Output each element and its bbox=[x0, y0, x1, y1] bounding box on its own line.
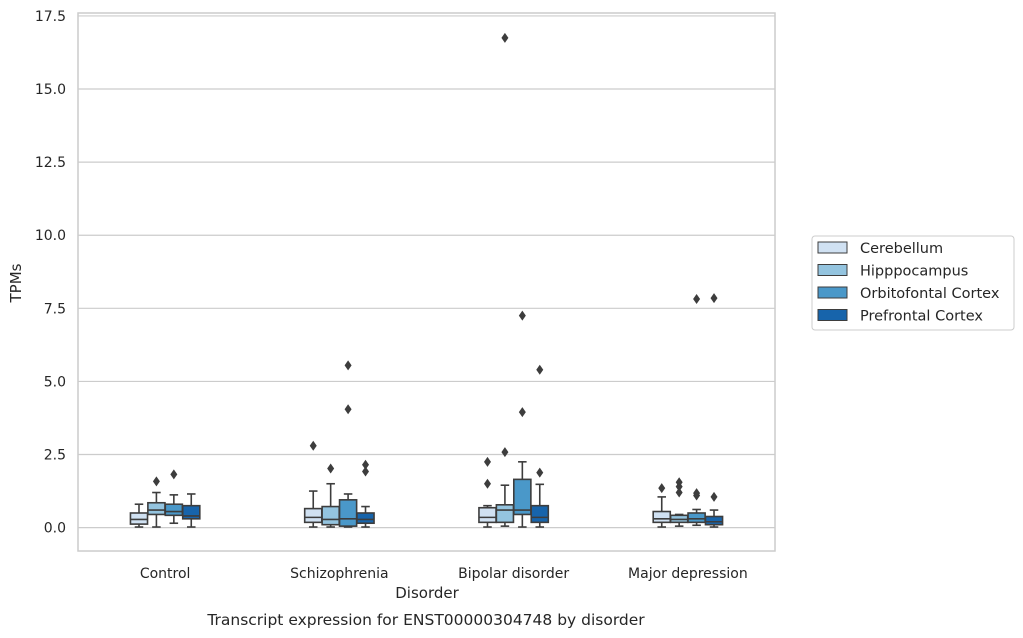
box-iqr bbox=[704, 515, 724, 526]
y-axis-ticks: 0.0 2.5 5.0 7.5 10.0 12.5 15.0 17.5 bbox=[35, 9, 66, 537]
box-prefrontal-cortex bbox=[181, 493, 201, 528]
box-prefrontal-cortex bbox=[356, 459, 375, 528]
outlier-marker bbox=[362, 466, 370, 477]
outlier-marker bbox=[501, 447, 509, 458]
legend: Cerebellum Hipppocampus Orbitofontal Corte… bbox=[811, 235, 1015, 331]
outlier-marker bbox=[327, 463, 335, 474]
outlier-marker bbox=[344, 404, 352, 415]
y-tick-label: 17.5 bbox=[35, 9, 66, 25]
outlier-marker bbox=[309, 440, 317, 451]
box-orbitofontal-cortex bbox=[512, 310, 532, 528]
outlier-marker bbox=[536, 467, 544, 478]
grid-lines bbox=[78, 15, 775, 529]
box-iqr bbox=[321, 505, 341, 526]
x-axis-ticks: Control Schizophrenia Bipolar disorder Majo… bbox=[140, 566, 748, 582]
box-iqr bbox=[181, 504, 201, 520]
plot-area-frame bbox=[77, 12, 776, 552]
outlier-marker bbox=[518, 310, 526, 321]
y-tick-label: 5.0 bbox=[44, 374, 66, 390]
box-iqr bbox=[495, 504, 515, 524]
outlier-marker bbox=[693, 293, 701, 304]
box-hipppocampus bbox=[495, 32, 515, 527]
outlier-marker bbox=[675, 487, 683, 498]
outlier-marker bbox=[710, 491, 718, 502]
y-tick-label: 12.5 bbox=[35, 155, 66, 171]
legend-label: Hipppocampus bbox=[860, 264, 968, 280]
outlier-marker bbox=[483, 478, 491, 489]
box-orbitofontal-cortex bbox=[338, 360, 358, 528]
box-iqr bbox=[356, 512, 375, 525]
box-iqr bbox=[129, 512, 149, 525]
outlier-marker bbox=[518, 407, 526, 418]
legend-label: Orbitofontal Cortex bbox=[860, 286, 1000, 302]
boxes bbox=[129, 32, 724, 528]
box-iqr bbox=[338, 499, 358, 527]
box-orbitofontal-cortex bbox=[164, 469, 184, 525]
x-tick-label: Major depression bbox=[628, 566, 748, 582]
box-prefrontal-cortex bbox=[530, 364, 550, 528]
box-cerebellum bbox=[652, 483, 672, 528]
box-iqr bbox=[164, 503, 184, 517]
x-tick-label: Control bbox=[140, 566, 191, 582]
box-iqr bbox=[147, 501, 166, 516]
x-tick-label: Schizophrenia bbox=[290, 566, 388, 582]
box-iqr bbox=[303, 507, 323, 524]
box-iqr bbox=[478, 506, 497, 524]
legend-swatch bbox=[817, 264, 848, 276]
chart-caption: Transcript expression for ENST0000030474… bbox=[206, 611, 645, 629]
legend-label: Cerebellum bbox=[860, 241, 943, 257]
box-iqr bbox=[512, 478, 532, 516]
outlier-marker bbox=[658, 483, 666, 494]
legend-swatch bbox=[817, 309, 848, 321]
y-tick-label: 2.5 bbox=[44, 448, 66, 464]
box-prefrontal-cortex bbox=[704, 293, 724, 528]
y-tick-label: 10.0 bbox=[35, 228, 66, 244]
x-tick-label: Bipolar disorder bbox=[458, 566, 569, 582]
outlier-marker bbox=[501, 32, 509, 43]
legend-frame bbox=[811, 235, 1015, 331]
box-hipppocampus bbox=[147, 476, 166, 528]
y-axis-title: TPMs bbox=[7, 263, 25, 303]
outlier-marker bbox=[170, 469, 178, 480]
outlier-marker bbox=[710, 293, 718, 304]
box-iqr bbox=[530, 504, 550, 524]
box-hipppocampus bbox=[669, 477, 689, 527]
y-tick-label: 7.5 bbox=[44, 301, 66, 317]
outlier-marker bbox=[344, 360, 352, 371]
box-iqr bbox=[652, 510, 672, 524]
outlier-marker bbox=[483, 456, 491, 467]
box-cerebellum bbox=[303, 440, 323, 528]
legend-swatch bbox=[817, 286, 848, 299]
outlier-marker bbox=[675, 477, 683, 488]
box-cerebellum bbox=[129, 503, 149, 528]
box-iqr bbox=[687, 512, 706, 524]
y-tick-label: 0.0 bbox=[44, 521, 66, 537]
x-axis-title: Disorder bbox=[395, 584, 459, 602]
outlier-marker bbox=[362, 459, 370, 470]
outlier-marker bbox=[536, 364, 544, 375]
y-tick-label: 15.0 bbox=[35, 82, 66, 98]
outlier-marker bbox=[693, 488, 701, 499]
legend-label: Prefrontal Cortex bbox=[860, 309, 983, 325]
legend-swatch bbox=[817, 241, 848, 254]
box-orbitofontal-cortex bbox=[687, 293, 706, 527]
outlier-marker bbox=[152, 476, 160, 487]
box-hipppocampus bbox=[321, 463, 341, 528]
box-cerebellum bbox=[478, 456, 497, 528]
